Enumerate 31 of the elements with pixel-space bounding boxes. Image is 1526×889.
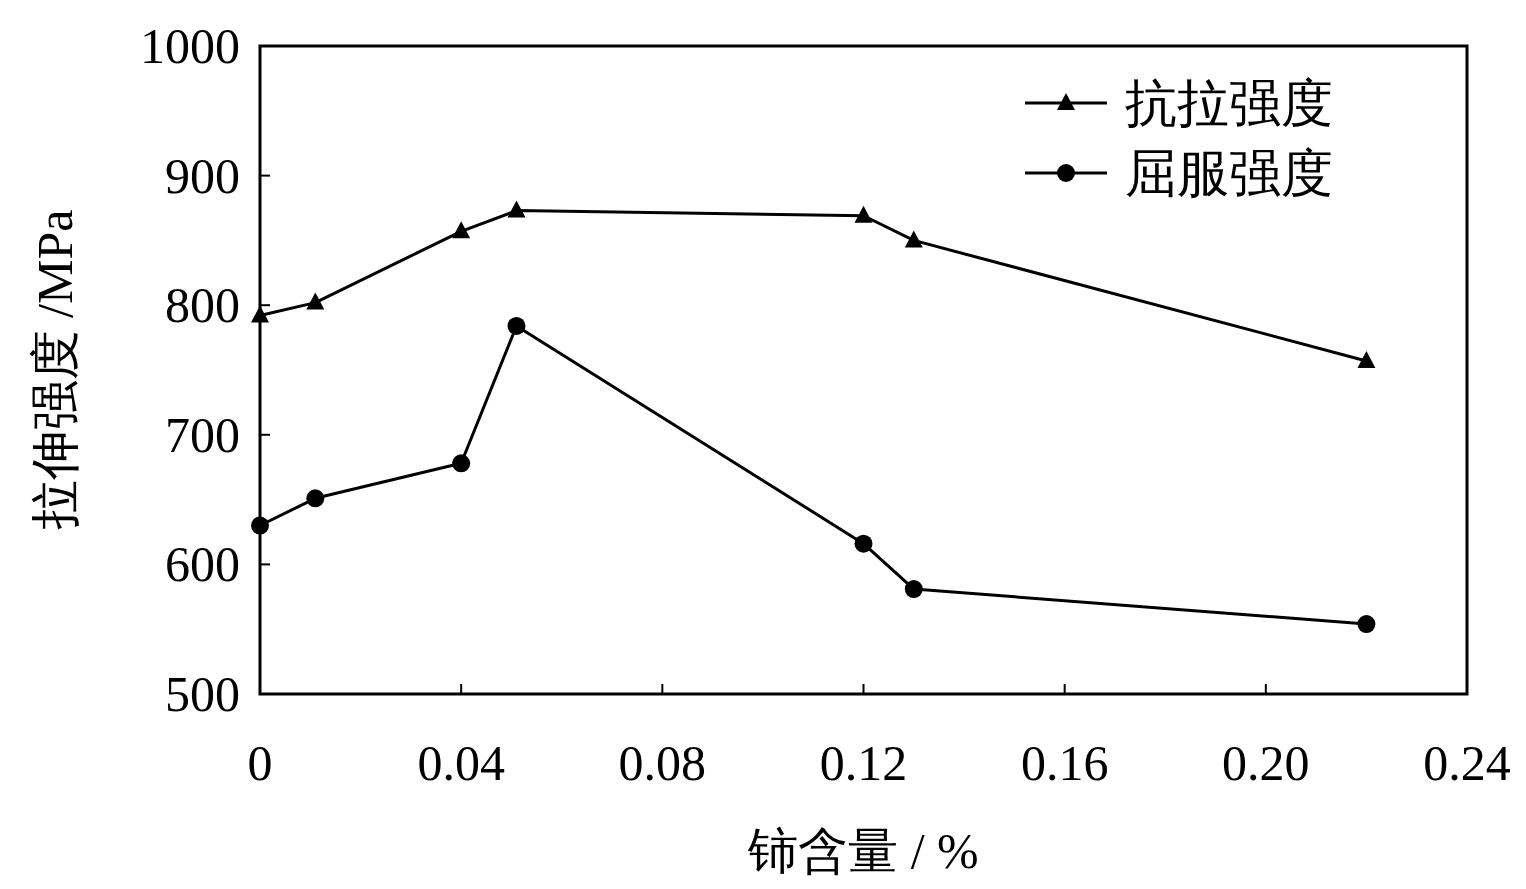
point [306, 489, 325, 508]
point [251, 305, 269, 323]
legend-label: 抗拉强度 [1125, 75, 1333, 132]
x-tick-label: 0.12 [819, 735, 908, 791]
point [251, 516, 269, 535]
point [452, 221, 471, 239]
point [854, 205, 873, 223]
point [306, 292, 325, 310]
x-tick-label: 0.04 [417, 735, 505, 791]
y-tick-label: 500 [165, 666, 240, 722]
point [904, 580, 923, 599]
y-tick-label: 700 [165, 406, 240, 463]
y-tick-label: 1000 [140, 18, 240, 74]
x-tick-label: 0.24 [1423, 735, 1511, 791]
y-tick-label: 800 [165, 277, 240, 334]
x-tick-label: 0 [247, 735, 273, 791]
point [1357, 350, 1376, 368]
x-axis-title: 铈含量 / % [747, 823, 979, 879]
point [452, 454, 471, 473]
legend-label: 屈服强度 [1125, 145, 1333, 202]
y-tick-label: 900 [165, 147, 240, 204]
y-axis-title: 拉伸强度 /MPa [27, 209, 83, 531]
point [854, 534, 873, 553]
point [507, 200, 526, 218]
point [507, 316, 526, 335]
point [1357, 615, 1376, 634]
x-tick-label: 0.16 [1020, 735, 1109, 791]
x-tick-label: 0.20 [1222, 735, 1310, 791]
y-tick-label: 600 [165, 536, 240, 593]
point [904, 230, 923, 248]
x-tick-label: 0.08 [618, 735, 707, 791]
